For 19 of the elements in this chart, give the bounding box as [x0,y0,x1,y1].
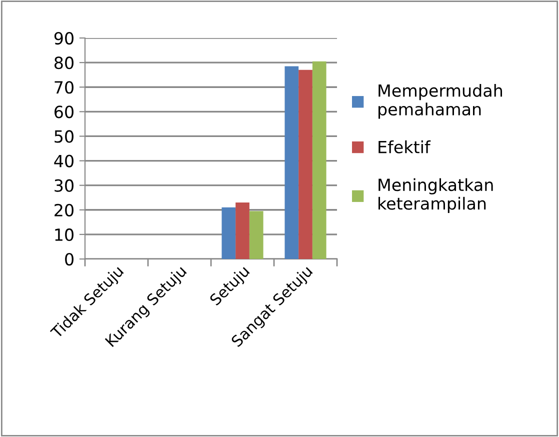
bar [312,61,326,259]
y-tick-label: 30 [54,179,74,192]
y-tick-label: 70 [54,81,74,94]
y-tick-label: 10 [55,228,74,242]
y-tick-label: 50 [54,130,74,143]
bar [249,211,264,259]
bar [236,202,250,259]
bar [222,207,236,259]
y-tick-label: 90 [54,32,74,45]
legend-label: Meningkatkan keterampilan [378,178,493,214]
legend-label: Efektif [378,140,431,154]
legend-label: Mempermudah pemahaman [378,84,502,119]
y-tick-label: 0 [65,252,74,266]
y-tick-label: 80 [54,56,74,70]
y-tick-label: 40 [54,154,74,168]
bar [284,66,299,259]
y-tick-label: 20 [54,204,74,216]
y-tick-label: 60 [54,106,74,118]
bar [298,70,312,259]
